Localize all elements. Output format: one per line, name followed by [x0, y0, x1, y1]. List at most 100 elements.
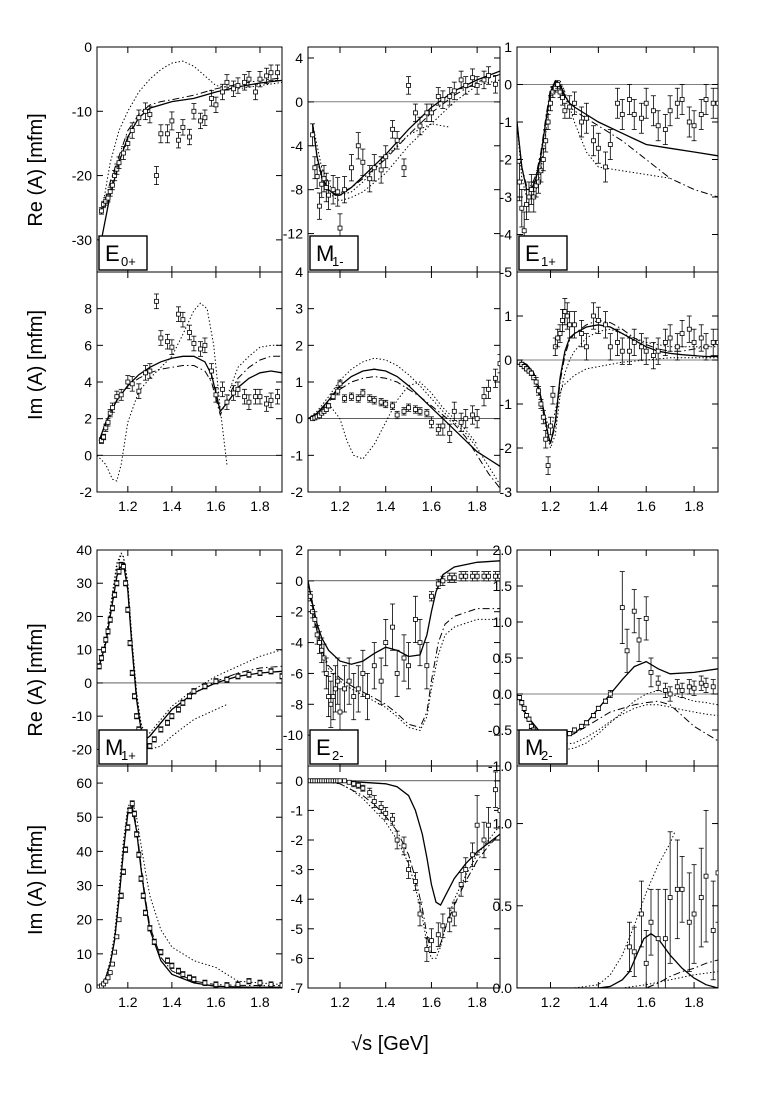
series-line-dotted — [312, 79, 500, 202]
data-point — [312, 165, 318, 171]
y-tick-label: -5 — [291, 921, 304, 937]
data-point — [112, 173, 118, 178]
y-tick-label: -10 — [72, 103, 92, 119]
data-point — [191, 341, 197, 346]
y-tick-label: -0.5 — [488, 722, 512, 738]
data-point — [619, 348, 625, 354]
multipole-label-subscript: 2- — [332, 748, 344, 763]
series-line-solid — [308, 560, 500, 665]
data-point — [105, 419, 111, 425]
data-point — [698, 895, 704, 900]
y-tick-label: 1 — [295, 374, 303, 390]
data-point — [401, 843, 407, 849]
data-point — [268, 668, 274, 674]
data-point — [497, 573, 500, 579]
data-point — [458, 77, 464, 83]
data-point — [458, 419, 464, 425]
data-point — [417, 123, 423, 129]
data-point — [99, 655, 104, 661]
data-point — [703, 682, 709, 688]
data-point — [650, 353, 656, 359]
data-point — [107, 189, 113, 195]
data-point — [268, 70, 274, 76]
data-point — [360, 785, 366, 791]
data-point — [169, 344, 175, 350]
data-point — [112, 592, 118, 598]
data-point — [235, 982, 241, 987]
y-tick-label: -2 — [500, 152, 513, 168]
data-point — [129, 670, 135, 676]
data-point — [129, 128, 135, 133]
data-point — [242, 79, 247, 85]
data-point — [224, 982, 230, 988]
data-point — [154, 298, 159, 304]
data-point — [224, 399, 230, 405]
data-point — [367, 176, 373, 182]
x-tick-label: 1.2 — [330, 498, 350, 514]
y-tick-label: -1 — [500, 114, 513, 130]
data-point — [147, 743, 153, 749]
y-tick-label: -6 — [291, 950, 304, 966]
data-point — [591, 713, 596, 718]
data-point — [310, 132, 315, 138]
data-point — [371, 165, 377, 171]
data-point — [378, 678, 384, 684]
data-point — [264, 401, 269, 407]
plot-area — [97, 293, 282, 482]
data-point — [337, 225, 343, 231]
data-point — [703, 97, 709, 102]
data-point — [125, 141, 131, 146]
y-tick-label: -2 — [291, 484, 304, 500]
data-point — [655, 680, 661, 686]
data-point — [147, 925, 153, 931]
data-point — [132, 693, 137, 699]
panel-M1m-im: -2 -1 0 1 2 3 4 1.2 1.4 1.6 1.8 — [291, 264, 501, 514]
data-point — [650, 108, 656, 114]
data-point — [435, 93, 441, 99]
data-point — [330, 187, 336, 193]
data-point — [209, 368, 214, 374]
data-point — [323, 671, 329, 676]
x-axis-label: √s [GeV] — [351, 1033, 429, 1055]
y-tick-label: -30 — [72, 232, 92, 248]
data-point — [474, 416, 480, 422]
x-tick-label: 1.2 — [541, 994, 561, 1010]
data-point — [440, 578, 446, 584]
x-tick-label: 1.6 — [206, 498, 226, 514]
data-point — [643, 960, 649, 966]
data-point — [698, 112, 704, 117]
y-tick-label: 3 — [295, 301, 303, 317]
data-point — [424, 410, 430, 416]
data-point — [337, 381, 343, 387]
data-point — [116, 569, 122, 574]
data-point — [158, 949, 164, 955]
data-point — [342, 686, 347, 692]
data-point — [648, 670, 654, 675]
data-point — [550, 392, 556, 398]
data-point — [648, 919, 654, 925]
data-point — [639, 115, 644, 121]
data-point — [253, 394, 258, 400]
data-point — [458, 573, 464, 579]
data-point — [105, 629, 111, 634]
series-line-dashdot — [98, 562, 282, 741]
y-tick-label: 8 — [84, 301, 92, 317]
series-line-dotted — [100, 60, 282, 215]
data-point — [519, 700, 525, 706]
data-point — [715, 339, 718, 345]
data-point — [413, 110, 418, 116]
data-point — [110, 961, 115, 967]
multipole-label-subscript: 2- — [541, 748, 553, 763]
data-point — [435, 427, 441, 433]
data-point — [191, 688, 197, 694]
data-point — [703, 344, 709, 350]
data-point — [394, 671, 400, 676]
data-point — [406, 405, 411, 411]
y-tick-label: -12 — [283, 226, 303, 242]
data-point — [129, 381, 135, 387]
data-point — [346, 779, 352, 785]
data-point — [451, 911, 457, 917]
data-point — [607, 142, 613, 147]
multipole-label-subscript: 1+ — [541, 254, 556, 269]
data-point — [572, 100, 577, 106]
